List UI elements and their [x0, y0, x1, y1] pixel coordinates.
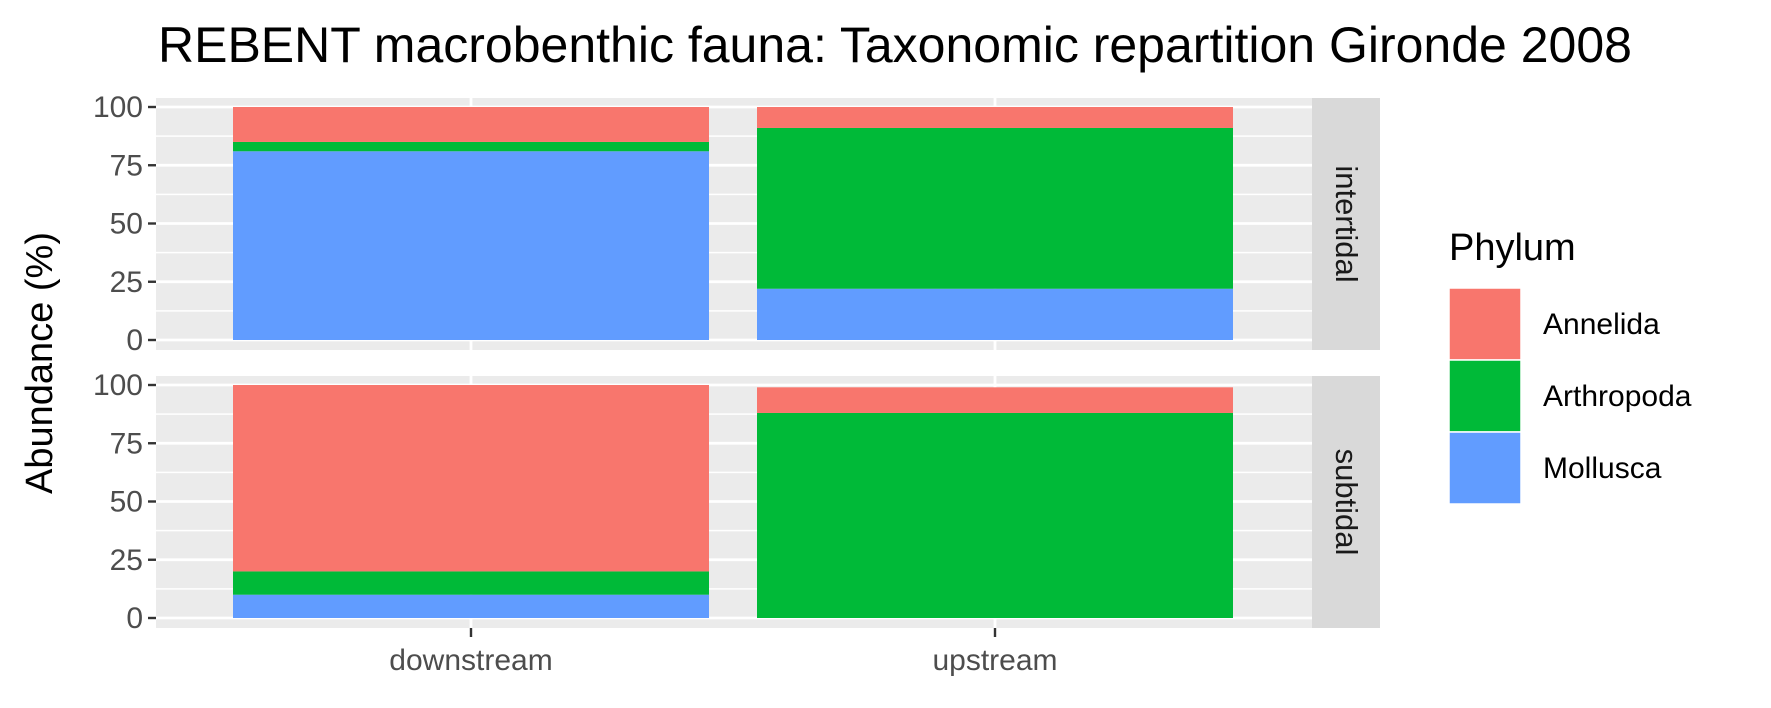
y-axis: 0 25 50 75 100 [93, 91, 156, 357]
legend-label-annelida: Annelida [1543, 308, 1660, 341]
y-tick-label: 75 [110, 149, 143, 182]
y-tick-label: 75 [110, 427, 143, 460]
legend: Phylum Annelida Arthropoda Mollusca [1448, 227, 1692, 505]
y-axis: 0 25 50 75 100 [93, 369, 156, 635]
bar-annelida-downstream [233, 385, 709, 572]
bar-mollusca-downstream [233, 594, 709, 618]
legend-label-mollusca: Mollusca [1543, 452, 1662, 485]
panel-subtidal: 0 25 50 75 100 subtidal [93, 369, 1380, 635]
y-tick-label: 50 [110, 208, 143, 241]
bar-annelida-upstream [757, 107, 1233, 128]
facet-label-subtidal: subtidal [1329, 449, 1364, 556]
bar-mollusca-upstream [757, 288, 1233, 340]
bar-arthropoda-downstream [233, 571, 709, 595]
y-tick-label: 100 [93, 369, 143, 402]
legend-keys: Annelida Arthropoda Mollusca [1448, 287, 1692, 505]
y-tick-label: 0 [126, 324, 143, 357]
x-axis: downstream upstream [389, 628, 1058, 677]
y-tick-label: 25 [110, 544, 143, 577]
y-tick-label: 25 [110, 266, 143, 299]
y-tick-label: 50 [110, 486, 143, 519]
bar-mollusca-downstream [233, 151, 709, 340]
bar-annelida-downstream [233, 107, 709, 142]
legend-title: Phylum [1449, 227, 1576, 269]
bars [233, 107, 1233, 340]
bar-annelida-upstream [757, 387, 1233, 413]
facet-strip [1312, 98, 1380, 350]
legend-label-arthropoda: Arthropoda [1543, 380, 1692, 413]
facet-label-intertidal: intertidal [1329, 165, 1364, 282]
y-tick-label: 0 [126, 602, 143, 635]
legend-key-annelida [1448, 287, 1522, 361]
facet-strip [1312, 376, 1380, 628]
bar-arthropoda-upstream [757, 412, 1233, 618]
panel-intertidal: 0 25 50 75 100 intertidal [93, 91, 1380, 357]
legend-key-arthropoda [1448, 359, 1522, 433]
chart-title: REBENT macrobenthic fauna: Taxonomic rep… [158, 17, 1632, 73]
legend-key-mollusca [1448, 431, 1522, 505]
y-tick-label: 100 [93, 91, 143, 124]
bars [233, 385, 1233, 618]
y-axis-title: Abundance (%) [19, 232, 61, 494]
bar-arthropoda-upstream [757, 127, 1233, 289]
x-tick-label-upstream: upstream [932, 644, 1057, 677]
x-tick-label-downstream: downstream [389, 644, 552, 677]
bar-arthropoda-downstream [233, 141, 709, 152]
